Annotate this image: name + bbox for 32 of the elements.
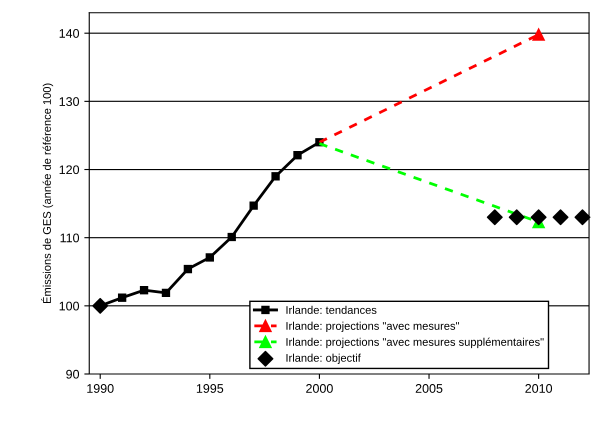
x-tick-label: 1995 [196, 384, 224, 393]
point [140, 286, 148, 294]
point [271, 172, 280, 180]
legend-label: Irlande: projections "avec mesures supplémentaires" [286, 338, 544, 348]
y-tick-label: 100 [60, 302, 80, 310]
legend-label: Irlande: projections "avec mesures" [286, 322, 459, 332]
y-tick-label: 110 [60, 233, 80, 242]
point [486, 209, 503, 226]
x-tick-label: 1990 [87, 384, 114, 393]
legend-label: Irlande: tendances [286, 306, 376, 314]
point [293, 151, 302, 160]
point [532, 28, 545, 41]
point [249, 201, 258, 210]
point [92, 298, 108, 314]
point [162, 288, 170, 298]
x-tick-label: 2000 [306, 384, 333, 393]
x-tick-label: 2005 [416, 384, 442, 393]
point [574, 209, 590, 226]
x-tick-label: 2010 [525, 384, 552, 393]
point [530, 209, 547, 226]
point [206, 253, 214, 262]
point [184, 264, 192, 274]
y-tick-label: 140 [60, 29, 80, 38]
point [552, 209, 569, 226]
point [118, 293, 126, 302]
y-tick-label: 90 [66, 370, 80, 379]
point [228, 232, 236, 242]
legend-label: Irlande: objectif [286, 354, 361, 364]
y-tick-label: 120 [60, 165, 80, 174]
y-tick-label: 130 [60, 97, 80, 106]
y-axis-title: Émissions de GES (année de référence 100) [41, 84, 54, 304]
point [508, 209, 525, 226]
